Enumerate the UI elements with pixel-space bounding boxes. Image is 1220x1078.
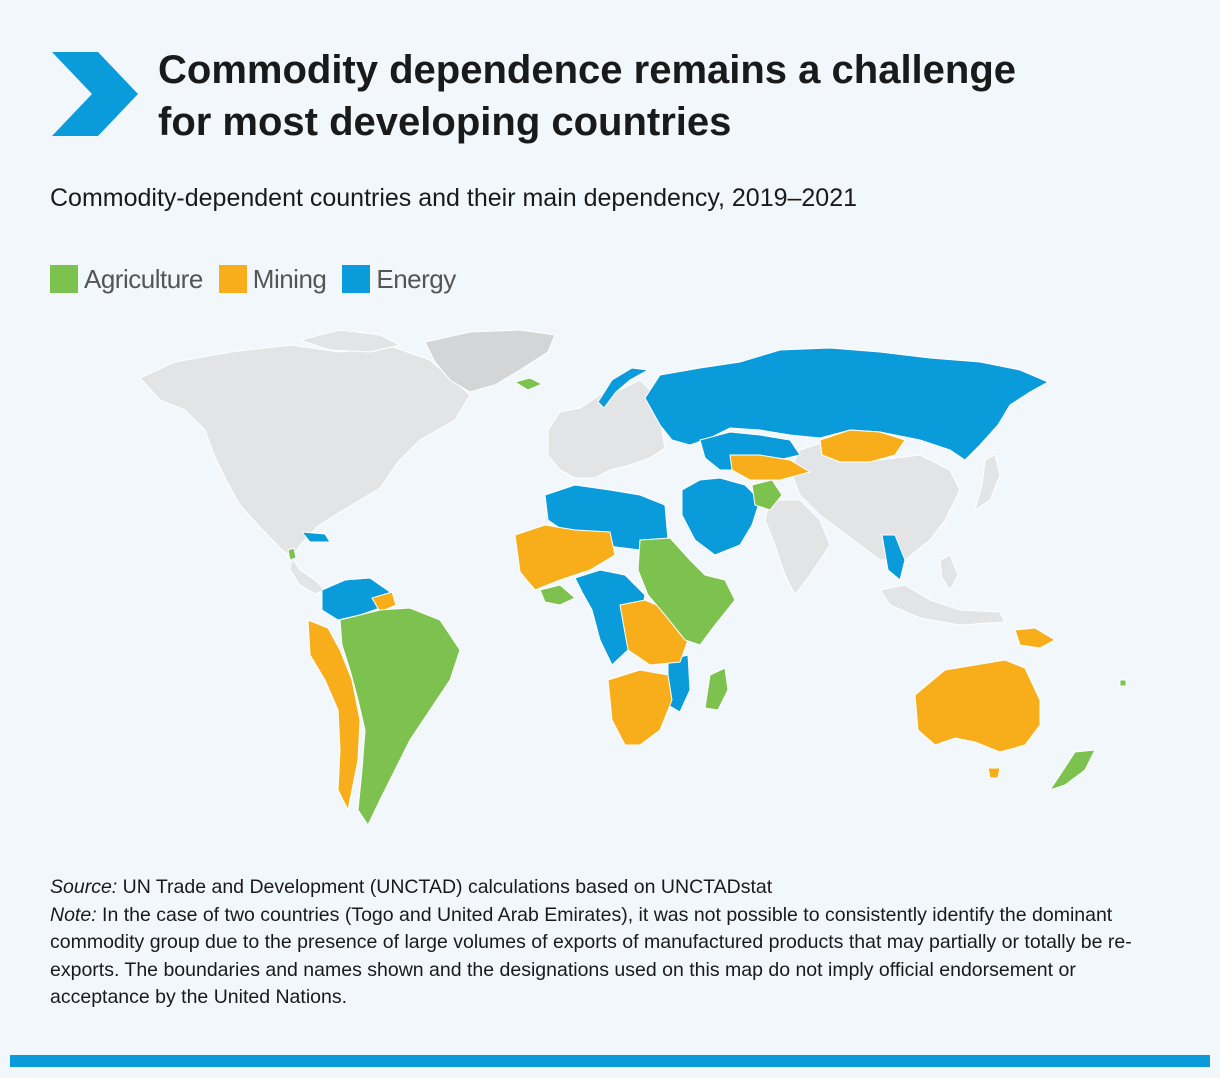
- region-papua-new-guinea: [1014, 627, 1057, 649]
- region-japan: [974, 454, 1001, 512]
- region-pacific-islands: [1119, 679, 1127, 687]
- legend-label-mining: Mining: [252, 263, 327, 294]
- legend: Agriculture Mining Energy: [50, 262, 472, 296]
- region-east-africa: [637, 537, 736, 646]
- region-west-africa-coast: [539, 584, 576, 606]
- note-text: In the case of two countries (Togo and U…: [50, 903, 1132, 1009]
- region-tasmania: [987, 767, 1001, 779]
- region-myanmar: [881, 534, 906, 581]
- title-line-2: for most developing countries: [158, 100, 732, 144]
- legend-swatch-agriculture: [50, 265, 78, 293]
- notes: Source: UN Trade and Development (UNCTAD…: [50, 874, 1170, 1012]
- region-mozambique: [667, 654, 691, 713]
- chevron-icon: [52, 52, 138, 136]
- legend-item-mining: Mining: [218, 263, 327, 295]
- region-norway: [597, 367, 650, 409]
- legend-swatch-mining: [218, 265, 247, 293]
- region-madagascar: [704, 667, 729, 711]
- agriculture-regions: [287, 377, 1127, 827]
- legend-label-energy: Energy: [376, 263, 456, 294]
- region-brazil-south-america: [339, 607, 461, 827]
- source-text: UN Trade and Development (UNCTAD) calcul…: [117, 876, 773, 898]
- region-east-asia: [789, 439, 961, 561]
- legend-swatch-energy: [342, 265, 371, 293]
- non-dependent-regions: [139, 329, 1006, 626]
- region-peru-chile: [307, 619, 361, 812]
- region-west-africa: [514, 524, 616, 591]
- region-europe: [547, 379, 666, 479]
- map-subtitle: Commodity-dependent countries and their …: [50, 184, 858, 212]
- region-greenland: [424, 329, 556, 393]
- region-central-america-green: [287, 547, 297, 561]
- region-north-america: [139, 344, 471, 559]
- region-southern-africa: [607, 669, 673, 746]
- energy-regions: [300, 347, 1050, 713]
- region-arctic-islands: [298, 329, 402, 353]
- region-southeast-asia: [879, 584, 1006, 626]
- region-iceland: [513, 377, 544, 391]
- title-line-1: Commodity dependence remains a challenge: [158, 48, 1017, 92]
- source-line: Source: UN Trade and Development (UNCTAD…: [50, 874, 1170, 902]
- region-mongolia: [819, 429, 906, 463]
- region-suriname-guyana: [371, 591, 397, 613]
- region-australia: [914, 659, 1041, 753]
- region-caribbean: [300, 531, 331, 543]
- note-line: Note: In the case of two countries (Togo…: [50, 902, 1170, 1012]
- page-title: Commodity dependence remains a challenge…: [158, 44, 1178, 148]
- legend-label-agriculture: Agriculture: [84, 263, 203, 294]
- bottom-accent-bar: [10, 1055, 1210, 1067]
- source-label: Source:: [50, 876, 118, 898]
- region-philippines: [939, 554, 959, 591]
- note-label: Note:: [50, 903, 97, 926]
- region-central-asia: [729, 454, 812, 481]
- region-central-america: [289, 556, 326, 595]
- region-afghanistan: [751, 479, 783, 511]
- legend-item-energy: Energy: [342, 263, 456, 295]
- region-middle-east: [681, 477, 761, 556]
- region-new-zealand: [1048, 749, 1096, 791]
- region-russia: [644, 347, 1050, 461]
- world-map: [139, 329, 1127, 827]
- region-india: [764, 499, 831, 596]
- legend-item-agriculture: Agriculture: [50, 264, 203, 295]
- header: Commodity dependence remains a challenge…: [50, 44, 1180, 144]
